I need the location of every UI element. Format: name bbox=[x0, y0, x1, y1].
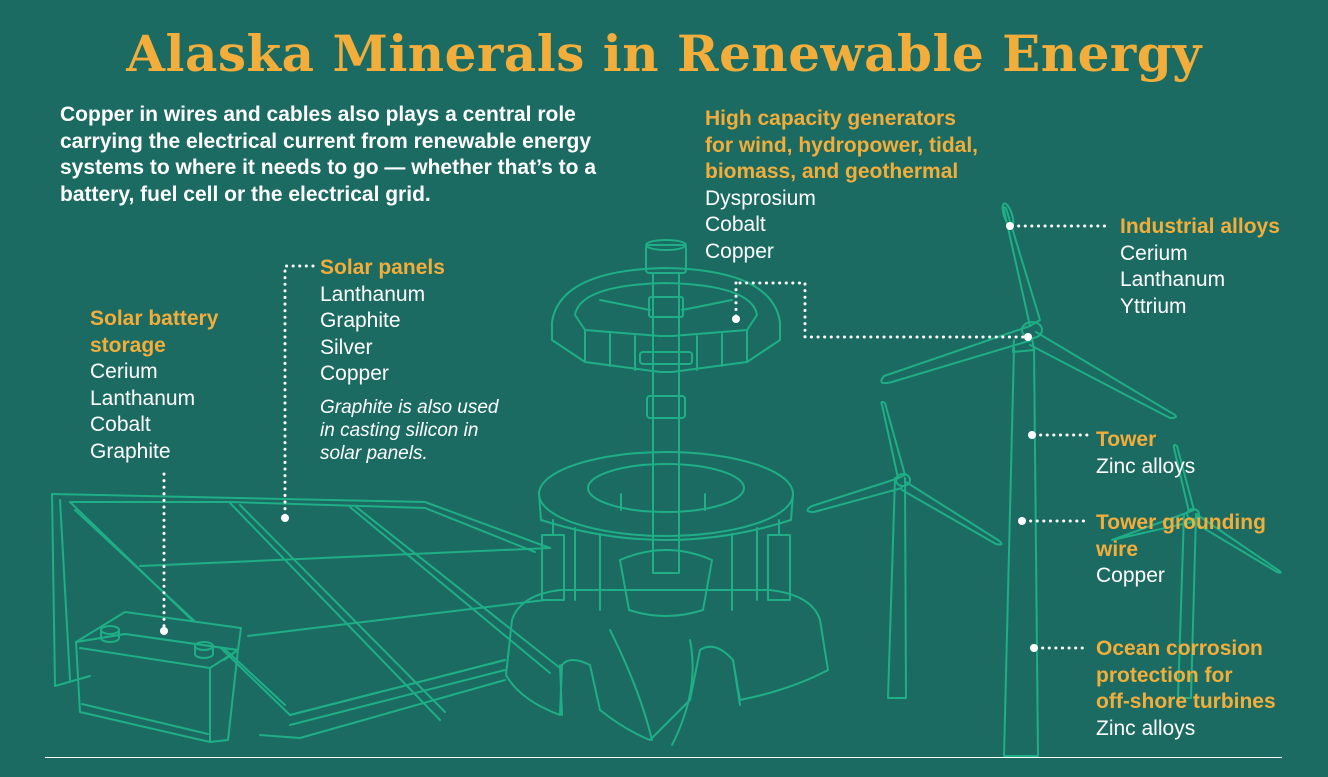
page-title: Alaska Minerals in Renewable Energy bbox=[126, 24, 1202, 83]
label-heading: biomass, and geothermal bbox=[705, 160, 959, 183]
label-heading: storage bbox=[90, 333, 166, 357]
marker-blade bbox=[1006, 222, 1014, 230]
mineral: Lanthanum bbox=[90, 386, 196, 410]
note-line: Graphite is also used bbox=[320, 396, 499, 418]
bottom-divider bbox=[45, 757, 1282, 758]
label-industrial-alloys: Industrial alloys Cerium Lanthanum Yttri… bbox=[1120, 214, 1280, 320]
label-tower-grounding-wire: Tower grounding wire Copper bbox=[1096, 510, 1266, 590]
mineral: Zinc alloys bbox=[1096, 454, 1196, 478]
label-heading: off-shore turbines bbox=[1096, 690, 1276, 713]
mineral: Copper bbox=[705, 239, 774, 263]
mineral: Cerium bbox=[1120, 241, 1188, 265]
label-ocean-corrosion-protection: Ocean corrosion protection for off-shore… bbox=[1096, 636, 1276, 742]
marker-battery bbox=[160, 627, 168, 635]
leader-solar bbox=[283, 264, 315, 518]
label-heading: Tower grounding bbox=[1096, 511, 1266, 534]
mineral: Lanthanum bbox=[1120, 268, 1226, 291]
note-line: solar panels. bbox=[320, 442, 428, 464]
wind-turbine-large-illustration bbox=[880, 202, 1177, 757]
mineral: Zinc alloys bbox=[1096, 716, 1196, 740]
leader-generators bbox=[734, 281, 1030, 339]
mineral: Graphite bbox=[320, 309, 401, 332]
label-heading: protection for bbox=[1096, 663, 1233, 687]
solar-panel-illustration bbox=[51, 493, 561, 739]
marker-grounding bbox=[1018, 517, 1026, 525]
marker-ocean bbox=[1030, 644, 1038, 652]
marker-solar bbox=[281, 514, 289, 522]
mineral: Cobalt bbox=[705, 213, 766, 236]
mineral: Graphite bbox=[90, 439, 171, 463]
label-heading: Solar battery bbox=[90, 307, 219, 330]
label-heading: for wind, hydropower, tidal, bbox=[705, 133, 979, 157]
wind-turbine-small-illustration bbox=[1111, 443, 1282, 699]
label-heading: High capacity generators bbox=[705, 107, 956, 130]
label-solar-panels: Solar panels Lanthanum Graphite Silver C… bbox=[320, 255, 499, 465]
label-heading: wire bbox=[1096, 537, 1139, 561]
wind-turbine-medium-illustration bbox=[806, 400, 1003, 699]
hydro-generator-illustration bbox=[505, 239, 829, 746]
mineral: Dysprosium bbox=[705, 186, 816, 210]
mineral: Copper bbox=[1096, 564, 1165, 587]
label-high-capacity-generators: High capacity generators for wind, hydro… bbox=[705, 106, 978, 265]
mineral: Copper bbox=[320, 362, 389, 385]
label-heading: Ocean corrosion bbox=[1096, 637, 1263, 660]
label-heading: Tower bbox=[1096, 428, 1157, 451]
label-tower: Tower Zinc alloys bbox=[1096, 427, 1195, 480]
mineral: Cobalt bbox=[90, 413, 151, 436]
marker-generator-ring bbox=[732, 315, 740, 323]
marker-tower bbox=[1028, 431, 1036, 439]
mineral: Lanthanum bbox=[320, 282, 426, 306]
label-heading: Industrial alloys bbox=[1120, 215, 1280, 238]
label-heading: Solar panels bbox=[320, 256, 445, 279]
battery-illustration bbox=[75, 611, 242, 743]
intro-paragraph: Copper in wires and cables also plays a … bbox=[60, 103, 596, 206]
note-line: in casting silicon in bbox=[320, 419, 479, 441]
solar-note: Graphite is also used in casting silicon… bbox=[320, 396, 499, 465]
marker-turbine-hub bbox=[1024, 333, 1032, 341]
label-solar-battery-storage: Solar battery storage Cerium Lanthanum C… bbox=[90, 306, 218, 465]
mineral: Silver bbox=[320, 335, 373, 359]
mineral: Cerium bbox=[90, 360, 158, 383]
mineral: Yttrium bbox=[1120, 294, 1187, 318]
